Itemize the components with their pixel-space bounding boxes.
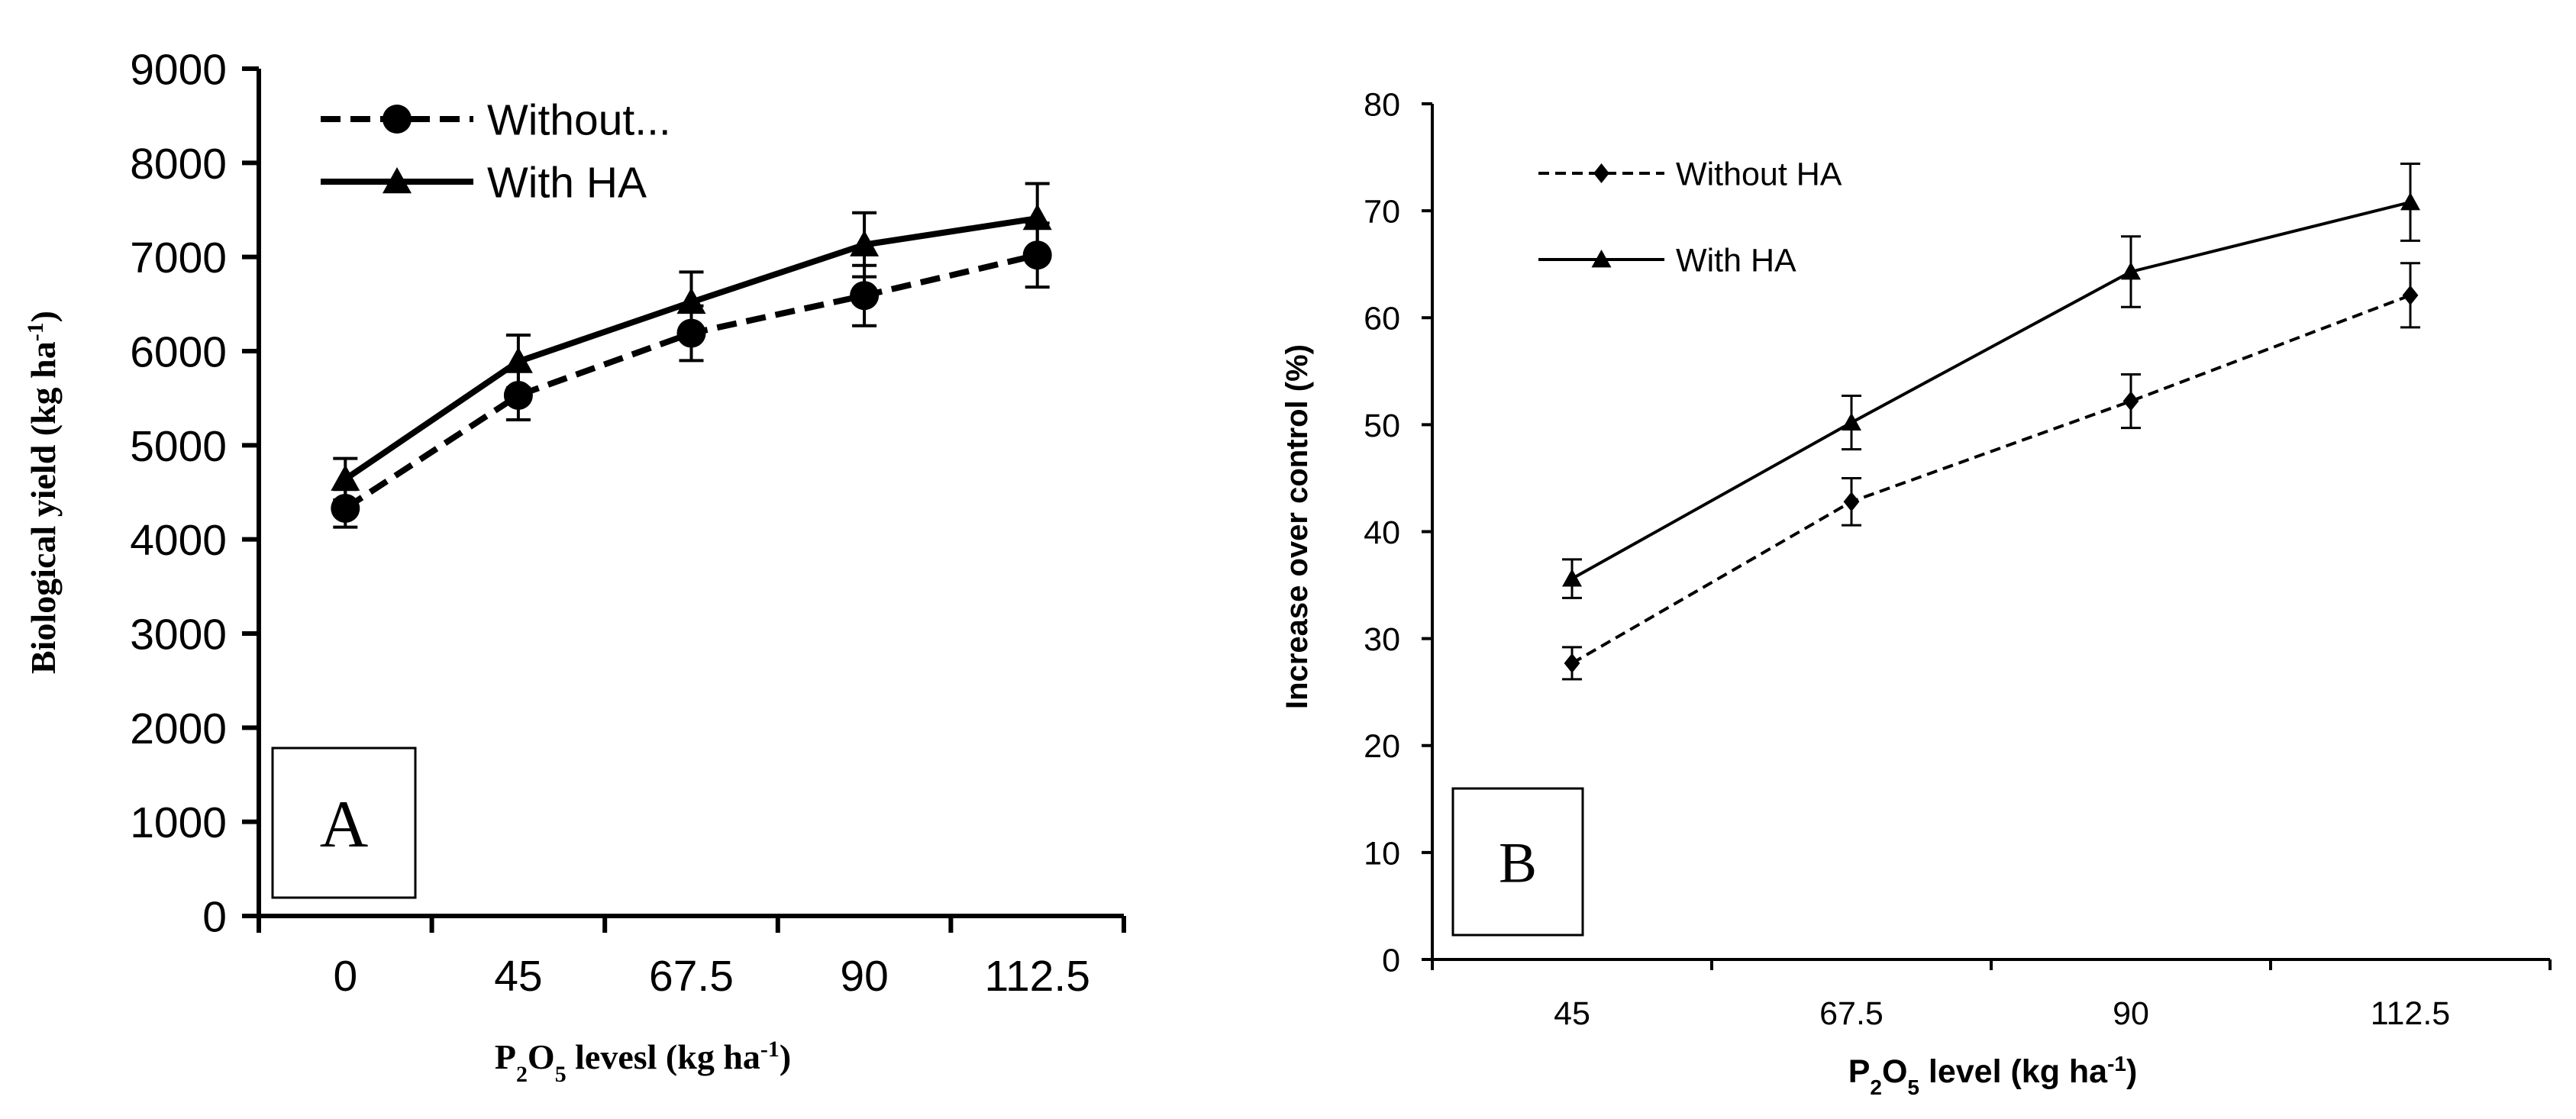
y-axis-title-sup: -1 [23,322,48,341]
y-tick-label: 0 [202,893,227,942]
y-tick-label: 2000 [130,705,227,753]
y-tick-label: 5000 [130,422,227,471]
data-point [1843,492,1860,512]
data-point [1842,412,1861,431]
legend-label-1: Without... [487,96,671,145]
x-tick-label: 45 [1554,995,1590,1032]
y-tick-label: 8000 [130,140,227,189]
x-tick-label: 112.5 [984,952,1089,1001]
x-tick-label: 112.5 [2371,995,2450,1032]
data-point [1564,653,1580,673]
x-tick-label: 67.5 [649,952,734,1001]
y-tick-label: 1000 [130,798,227,847]
y-axis-title-part: Biological yield (kg ha [24,341,63,674]
x-axis-title-sub: 5 [1907,1075,1919,1099]
y-tick-label: 50 [1364,408,1400,444]
chart-b: 0 10 20 30 40 50 60 70 80 45 67.5 90 112.5 Without HA… [1280,86,2552,1099]
data-point [331,464,360,491]
panel-label: B [1499,831,1537,895]
legend-label-1: Without HA [1676,156,1842,192]
x-axis-title-sub: 2 [1870,1075,1882,1099]
x-axis-title-sub: 2 [516,1062,528,1087]
x-axis-title-part: levesl (kg ha [567,1037,760,1076]
y-tick-label: 60 [1364,301,1400,337]
x-tick-label: 45 [494,952,542,1001]
data-point [850,281,880,311]
x-tick-label: 90 [2113,995,2149,1032]
x-axis-title-part: P [495,1037,516,1076]
y-tick-label: 20 [1364,728,1400,765]
legend-label-2: With HA [1676,242,1796,279]
legend-marker-2 [1591,250,1612,268]
y-tick-label: 7000 [130,234,227,282]
y-tick-label: 3000 [130,611,227,659]
y-axis-title: Increase over control (%) [1280,344,1314,709]
y-tick-label: 9000 [130,46,227,95]
data-point [1022,204,1052,231]
x-axis-title: P2O5 levesl (kg ha-1) [495,1037,791,1087]
x-axis-title-part: O [528,1037,555,1076]
data-point [676,287,706,314]
legend-marker-1 [1593,163,1609,183]
x-tick-label: 67.5 [1819,995,1884,1032]
data-point [2121,261,2141,280]
x-tick-label: 0 [333,952,357,1001]
x-tick-label: 90 [840,952,888,1001]
x-axis-title: P2O5 level (kg ha-1) [1848,1052,2138,1099]
x-axis-title-sup: -1 [760,1037,780,1062]
data-point [2400,192,2420,211]
data-point [503,347,533,373]
y-tick-label: 0 [1382,942,1400,979]
y-axis-title-part: ) [24,311,63,322]
legend-label-2: With HA [487,159,647,208]
x-axis-title-part: ) [780,1037,791,1076]
legend-marker-1 [383,105,412,134]
x-axis-title-part: O [1882,1053,1907,1090]
x-axis-title-part: P [1848,1053,1871,1090]
x-axis-title-sup: -1 [2107,1052,2126,1075]
y-tick-label: 70 [1364,194,1400,231]
chart-a: 0 1000 2000 3000 4000 5000 6000 7000 8000 9000 0 45… [23,46,1126,1087]
x-axis-title-sub: 5 [555,1062,567,1087]
y-axis-title-part: Increase over control (%) [1280,344,1314,709]
data-point [850,230,880,256]
series-line-1 [1570,293,2411,665]
y-tick-label: 4000 [130,516,227,565]
y-tick-label: 80 [1364,86,1400,123]
data-point [2122,391,2139,411]
panel-label: A [320,788,369,862]
legend-marker-2 [383,167,412,194]
panel-label-box [1451,787,1584,937]
panel-label-box [271,747,417,899]
y-tick-label: 30 [1364,621,1400,658]
y-tick-label: 10 [1364,835,1400,872]
x-axis-title-part: level (kg ha [1919,1053,2108,1090]
data-point [1022,240,1052,270]
data-point [1562,569,1582,587]
series-line-2 [1571,200,2411,580]
y-tick-label: 6000 [130,328,227,377]
y-axis-title: Biological yield (kg ha-1) [23,311,63,674]
data-point [2402,285,2419,305]
x-axis-title-part: ) [2126,1053,2137,1090]
y-tick-label: 40 [1364,514,1400,551]
